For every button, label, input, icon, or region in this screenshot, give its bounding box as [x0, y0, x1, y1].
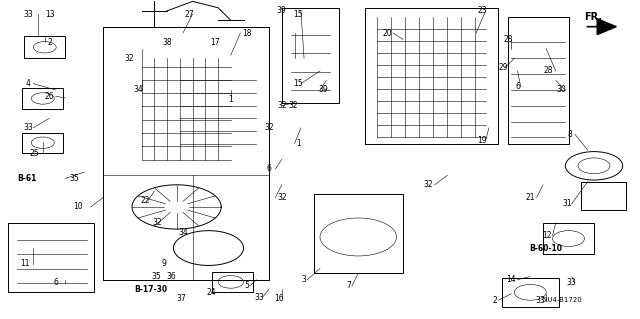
Text: 23: 23: [477, 6, 487, 15]
Bar: [22, 133, 63, 153]
Text: 33: 33: [23, 10, 33, 19]
Text: 32: 32: [264, 123, 274, 132]
Text: B-60-10: B-60-10: [530, 243, 563, 253]
Text: 35: 35: [70, 174, 79, 183]
Text: 5IU4-B1720: 5IU4-B1720: [542, 297, 582, 303]
Text: 33: 33: [255, 293, 264, 301]
Text: 39: 39: [318, 85, 328, 94]
Text: 32: 32: [277, 101, 287, 110]
Text: 15: 15: [293, 10, 303, 19]
Text: 39: 39: [277, 6, 287, 15]
Text: 2: 2: [47, 38, 52, 47]
Text: 11: 11: [20, 259, 29, 268]
Text: 29: 29: [499, 63, 508, 72]
Text: 16: 16: [274, 294, 284, 303]
Text: 27: 27: [184, 10, 194, 19]
Text: 14: 14: [506, 275, 516, 284]
Text: 6: 6: [53, 278, 58, 287]
Text: 18: 18: [242, 28, 252, 38]
Text: 21: 21: [525, 193, 535, 202]
Text: 25: 25: [29, 149, 39, 158]
Text: 17: 17: [210, 38, 220, 47]
Text: 6: 6: [515, 82, 520, 91]
Text: 8: 8: [568, 130, 572, 139]
Text: 30: 30: [556, 85, 566, 94]
Text: 32: 32: [124, 54, 134, 63]
Text: 1: 1: [228, 95, 233, 104]
Text: 2: 2: [493, 296, 498, 305]
Bar: [581, 182, 626, 210]
Bar: [24, 36, 65, 58]
Text: B-61: B-61: [17, 174, 36, 183]
Text: 10: 10: [73, 203, 83, 211]
Text: 32: 32: [424, 180, 433, 189]
Bar: [508, 17, 568, 144]
Text: 24: 24: [207, 288, 216, 297]
Text: 38: 38: [163, 38, 172, 47]
Text: 1: 1: [296, 139, 301, 148]
Bar: [212, 272, 253, 292]
Text: 33: 33: [567, 278, 577, 287]
Text: 32: 32: [153, 218, 163, 227]
Text: 33: 33: [23, 123, 33, 132]
Text: 26: 26: [44, 92, 54, 101]
Text: 15: 15: [293, 79, 303, 88]
Bar: [502, 278, 559, 307]
Text: 37: 37: [176, 294, 186, 303]
Text: 6: 6: [267, 165, 271, 174]
Text: 31: 31: [563, 199, 572, 208]
Text: 34: 34: [178, 228, 188, 237]
Text: 20: 20: [382, 28, 392, 38]
Bar: [543, 223, 594, 254]
Bar: [22, 88, 63, 109]
Bar: [314, 194, 403, 273]
Text: 36: 36: [166, 272, 177, 281]
Text: 9: 9: [161, 259, 166, 268]
Text: B-17-30: B-17-30: [134, 285, 168, 294]
Polygon shape: [597, 19, 616, 34]
Text: 3: 3: [301, 275, 307, 284]
Text: 7: 7: [346, 281, 351, 291]
Text: 5: 5: [244, 281, 249, 291]
Text: 32: 32: [277, 193, 287, 202]
Text: 28: 28: [503, 35, 513, 44]
Text: FR.: FR.: [584, 12, 602, 22]
Text: 22: 22: [140, 196, 150, 205]
Text: 28: 28: [543, 66, 553, 76]
Text: 33: 33: [535, 296, 545, 305]
Text: 12: 12: [542, 231, 552, 240]
Text: 32: 32: [289, 101, 298, 110]
Text: 34: 34: [134, 85, 143, 94]
Text: 19: 19: [477, 136, 487, 145]
Text: 4: 4: [26, 79, 31, 88]
Text: 35: 35: [151, 272, 161, 281]
Text: 13: 13: [45, 10, 54, 19]
